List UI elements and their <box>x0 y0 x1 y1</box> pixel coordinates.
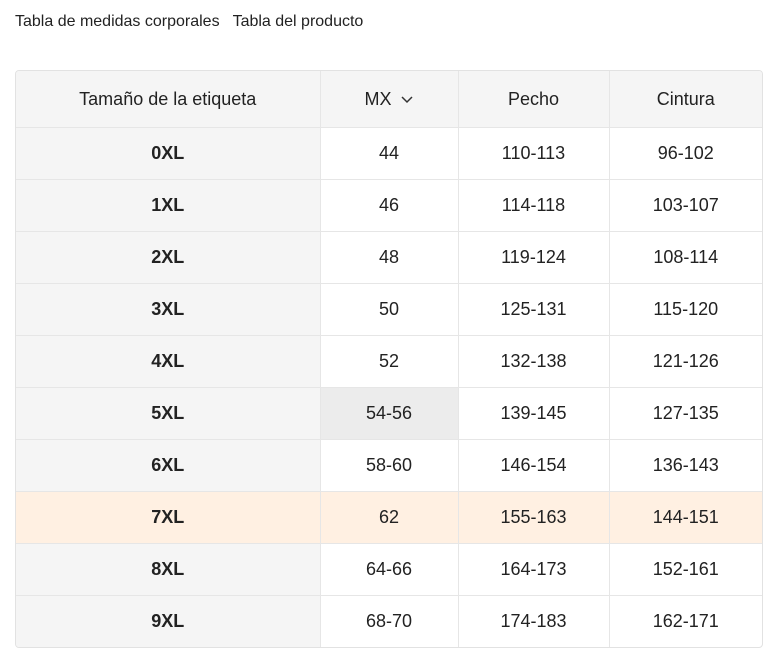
column-header-text: Pecho <box>507 88 560 109</box>
table-row: 7XL 62 155-163 144-151 <box>16 491 762 544</box>
table-row: 4XL 52 132-138 121-126 <box>16 335 762 388</box>
measure-cell: 155-163 <box>458 491 610 544</box>
chevron-path <box>400 96 413 103</box>
measure-cell: 44 <box>320 127 459 180</box>
table-row: 2XL 48 119-124 108-114 <box>16 231 762 284</box>
measure-cell: 127-135 <box>609 387 762 440</box>
measure-cell: 164-173 <box>458 543 610 596</box>
measure-cell: 174-183 <box>458 595 610 647</box>
measure-cell: 136-143 <box>609 439 762 492</box>
tab-button[interactable]: Tabla del producto <box>232 13 364 30</box>
column-header-text: MX <box>364 88 392 109</box>
column-header: Pecho <box>458 71 610 128</box>
measure-cell: 62 <box>320 491 459 544</box>
table-row: 3XL 50 125-131 115-120 <box>16 283 762 336</box>
table-row: 9XL 68-70 174-183 162-171 <box>16 595 762 647</box>
size-label-cell: 4XL <box>16 335 321 388</box>
measure-cell: 146-154 <box>458 439 610 492</box>
measure-cell: 115-120 <box>609 283 762 336</box>
dropdown-chevron[interactable] <box>400 95 414 105</box>
measure-cell: 144-151 <box>609 491 762 544</box>
measure-cell: 68-70 <box>320 595 459 647</box>
table-body: 0XL 44 110-113 96-102 1XL 46 114-118 103-107 2XL… <box>16 127 762 647</box>
measure-cell: 114-118 <box>458 179 610 232</box>
measure-cell: 110-113 <box>458 127 610 180</box>
measure-cell: 64-66 <box>320 543 459 596</box>
measure-cell: 139-145 <box>458 387 610 440</box>
measure-cell: 108-114 <box>609 231 762 284</box>
size-label-cell: 6XL <box>16 439 321 492</box>
measure-cell: 132-138 <box>458 335 610 388</box>
measure-cell: 103-107 <box>609 179 762 232</box>
size-table-container: Tamaño de la etiqueta MX Pecho Cintura 0XL 4… <box>15 70 763 648</box>
size-label-cell: 2XL <box>16 231 321 284</box>
size-label-cell: 3XL <box>16 283 321 336</box>
table-row: 0XL 44 110-113 96-102 <box>16 127 762 180</box>
table-row: 6XL 58-60 146-154 136-143 <box>16 439 762 492</box>
measure-cell: 152-161 <box>609 543 762 596</box>
size-label-cell: 8XL <box>16 543 321 596</box>
table-row: 8XL 64-66 164-173 152-161 <box>16 543 762 596</box>
tab-bar: Tabla de medidas corporales Tabla del pro… <box>15 13 363 31</box>
column-header: Cintura <box>609 71 762 128</box>
measure-cell: 96-102 <box>609 127 762 180</box>
column-header[interactable]: MX <box>320 71 459 128</box>
measure-cell: 58-60 <box>320 439 459 492</box>
size-label-cell: 0XL <box>16 127 321 180</box>
measure-cell: 162-171 <box>652 611 719 631</box>
size-label-cell: 7XL <box>16 491 321 544</box>
size-label-cell: 5XL <box>16 387 321 440</box>
measure-cell: 54-56 <box>320 387 459 440</box>
tab-button[interactable]: Tabla de medidas corporales <box>15 13 220 30</box>
measure-cell: 119-124 <box>458 231 610 284</box>
measure-cell: 125-131 <box>458 283 610 336</box>
table-row: 1XL 46 114-118 103-107 <box>16 179 762 232</box>
size-label-cell: 1XL <box>16 179 321 232</box>
column-header-text: Cintura <box>656 88 715 109</box>
measure-cell: 46 <box>320 179 459 232</box>
measure-cell: 48 <box>320 231 459 284</box>
size-label-cell: 9XL <box>16 595 321 647</box>
header-row: Tamaño de la etiqueta MX Pecho Cintura <box>16 71 762 128</box>
column-header-text: Tamaño de la etiqueta <box>79 88 257 109</box>
table-row: 5XL 54-56 139-145 127-135 <box>16 387 762 440</box>
size-table: Tamaño de la etiqueta MX Pecho Cintura 0XL 4… <box>16 71 762 647</box>
measure-cell: 121-126 <box>609 335 762 388</box>
column-header: Tamaño de la etiqueta <box>16 71 321 128</box>
measure-cell: 50 <box>320 283 459 336</box>
measure-cell: 52 <box>320 335 459 388</box>
